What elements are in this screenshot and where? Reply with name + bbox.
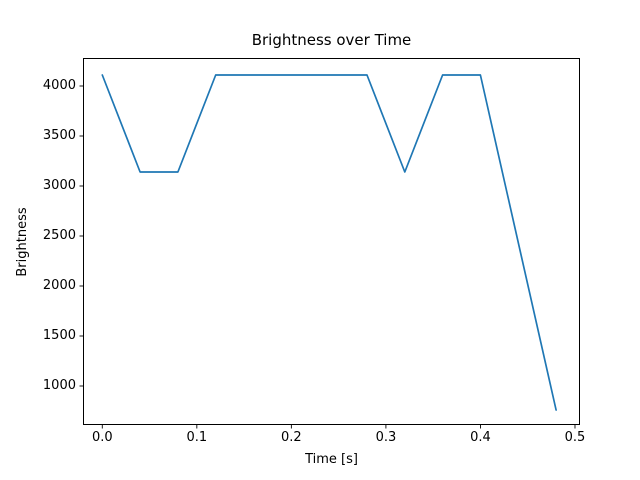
y-tick-label: 1500 xyxy=(42,328,76,343)
series-line-brightness xyxy=(101,74,557,411)
y-tick-label: 4000 xyxy=(42,78,76,93)
x-tick-label: 0.4 xyxy=(470,430,491,445)
x-tick-label: 0.1 xyxy=(186,430,208,445)
x-tick-label: 0.0 xyxy=(91,430,113,445)
plot-frame xyxy=(83,58,580,425)
chart-title: Brightness over Time xyxy=(251,31,412,49)
x-tick-label: 0.2 xyxy=(281,430,302,445)
y-tick-label: 3000 xyxy=(42,178,76,193)
x-axis-label: Time [s] xyxy=(305,452,358,467)
y-tick-label: 2500 xyxy=(42,228,76,243)
y-tick-label: 3500 xyxy=(42,128,76,143)
y-tick-label: 2000 xyxy=(42,278,76,293)
x-tick-label: 0.3 xyxy=(375,430,397,445)
x-tick-label: 0.5 xyxy=(564,430,586,445)
y-tick-label: 1000 xyxy=(42,378,76,393)
